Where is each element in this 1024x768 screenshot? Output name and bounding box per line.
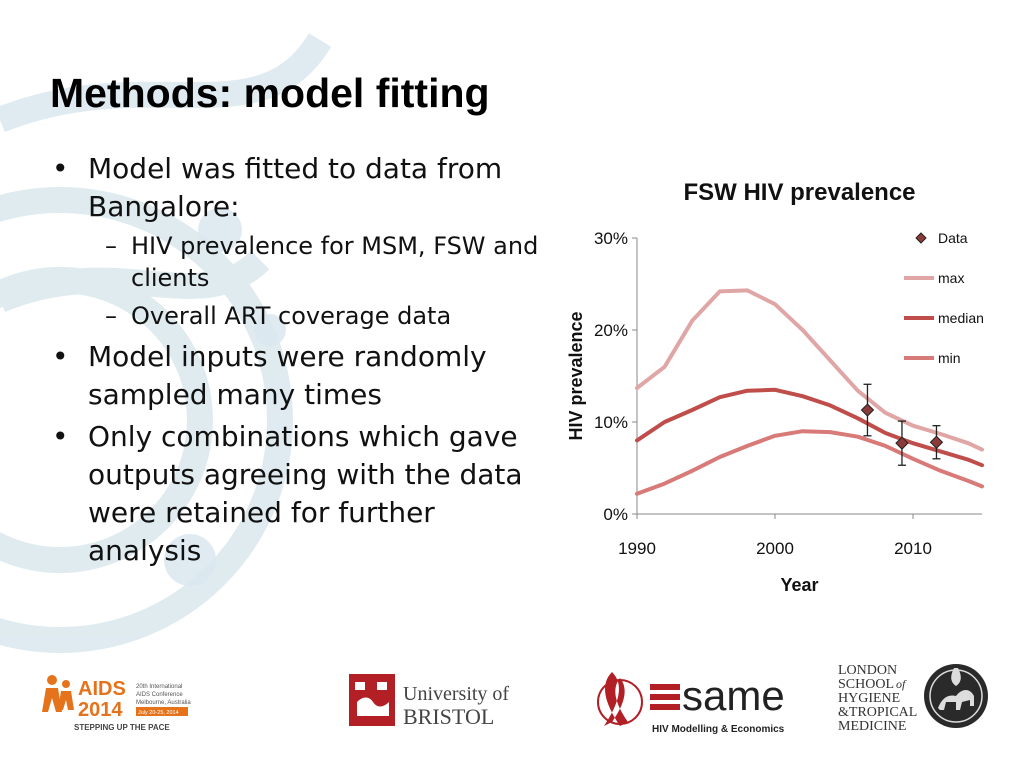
bullet-text: Model was fitted to data from Bangalore: xyxy=(88,152,503,223)
red-ribbon-globe-icon xyxy=(597,672,643,726)
aids-dates-text: July 20-25, 2014 xyxy=(138,710,179,716)
same-stripes-icon xyxy=(650,684,680,710)
sub-bullet-item: – HIV prevalence for MSM, FSW and clients xyxy=(105,232,539,292)
bristol-line1-text: University of xyxy=(403,683,509,705)
series-line-max xyxy=(635,288,984,452)
slide-title: Methods: model fitting xyxy=(50,70,490,116)
lshtm-line-5: MEDICINE xyxy=(838,719,906,734)
aids-dates-badge xyxy=(136,707,188,716)
chart-title: FSW HIV prevalence xyxy=(683,179,915,206)
bullet-text: Model inputs were randomly sampled many … xyxy=(88,340,487,411)
series-line-median xyxy=(635,387,984,468)
x-tick-label: 2010 xyxy=(894,539,932,558)
data-point-marker xyxy=(929,435,944,449)
lshtm-line-4: &TROPICAL xyxy=(838,705,917,720)
bullet-item: • Only combinations which gave outputs ag… xyxy=(52,420,523,567)
bristol-crest-icon xyxy=(349,674,395,726)
same-caption-text: HIV Modelling & Economics xyxy=(652,724,785,735)
x-tick-label: 1990 xyxy=(618,539,656,558)
same-logo: same HIV Modelling & Economics xyxy=(597,672,785,735)
aids-year-text: 2014 xyxy=(78,699,123,721)
bullet-text: Only combinations which gave outputs agr… xyxy=(88,420,523,567)
aids-tagline-text: STEPPING UP THE PACE xyxy=(74,723,170,732)
y-tick-label: 20% xyxy=(594,321,628,340)
legend-label-min: min xyxy=(938,350,961,366)
y-tick-label: 30% xyxy=(594,229,628,248)
aids-event-text: AIDS xyxy=(78,678,126,700)
bullet-list: • Model was fitted to data from Bangalore… xyxy=(48,150,548,574)
aids-place-text: Melbourne, Australia xyxy=(136,700,191,706)
sub-bullet-text: Overall ART coverage data xyxy=(131,302,452,330)
bullet-item: • Model was fitted to data from Bangalore… xyxy=(52,152,503,223)
lshtm-line-2: SCHOOL xyxy=(838,677,894,692)
x-tick-label: 2000 xyxy=(756,539,794,558)
legend-label-data: Data xyxy=(938,230,968,246)
legend-label-max: max xyxy=(938,270,964,286)
sub-bullet-text: HIV prevalence for MSM, FSW and clients xyxy=(131,232,539,292)
sub-bullet-item: – Overall ART coverage data xyxy=(105,302,452,330)
lshtm-line-3: HYGIENE xyxy=(838,691,900,706)
ribbon-figures-icon xyxy=(42,675,74,712)
university-of-bristol-logo: University of BRISTOL xyxy=(349,674,509,729)
lshtm-line-1: LONDON xyxy=(838,663,897,678)
same-word-text: same xyxy=(682,672,785,719)
aids-conference-line2: AIDS Conference xyxy=(136,692,183,698)
lshtm-of-text: of xyxy=(896,677,907,691)
fsw-prevalence-chart: FSW HIV prevalence 0% 10% 20% 30% 1990 2000 201… xyxy=(566,179,984,595)
legend-label-median: median xyxy=(938,310,984,326)
y-tick-label: 0% xyxy=(603,505,628,524)
bristol-line2-text: BRISTOL xyxy=(403,704,494,729)
x-axis-label: Year xyxy=(780,575,818,595)
aids-conference-line1: 20th International xyxy=(136,684,182,690)
data-point-marker xyxy=(860,403,875,417)
bullet-item: • Model inputs were randomly sampled many… xyxy=(52,340,487,411)
data-point-marker xyxy=(895,436,909,450)
y-axis-label: HIV prevalence xyxy=(566,311,586,440)
lshtm-crest-icon xyxy=(924,664,988,728)
legend-data-marker xyxy=(915,232,927,244)
aids-2014-logo: AIDS 2014 20th International AIDS Confer… xyxy=(42,675,191,732)
lshtm-logo: LONDON SCHOOL of HYGIENE &TROPICAL MEDIC… xyxy=(838,663,988,734)
y-tick-label: 10% xyxy=(594,413,628,432)
series-line-min xyxy=(635,429,984,496)
